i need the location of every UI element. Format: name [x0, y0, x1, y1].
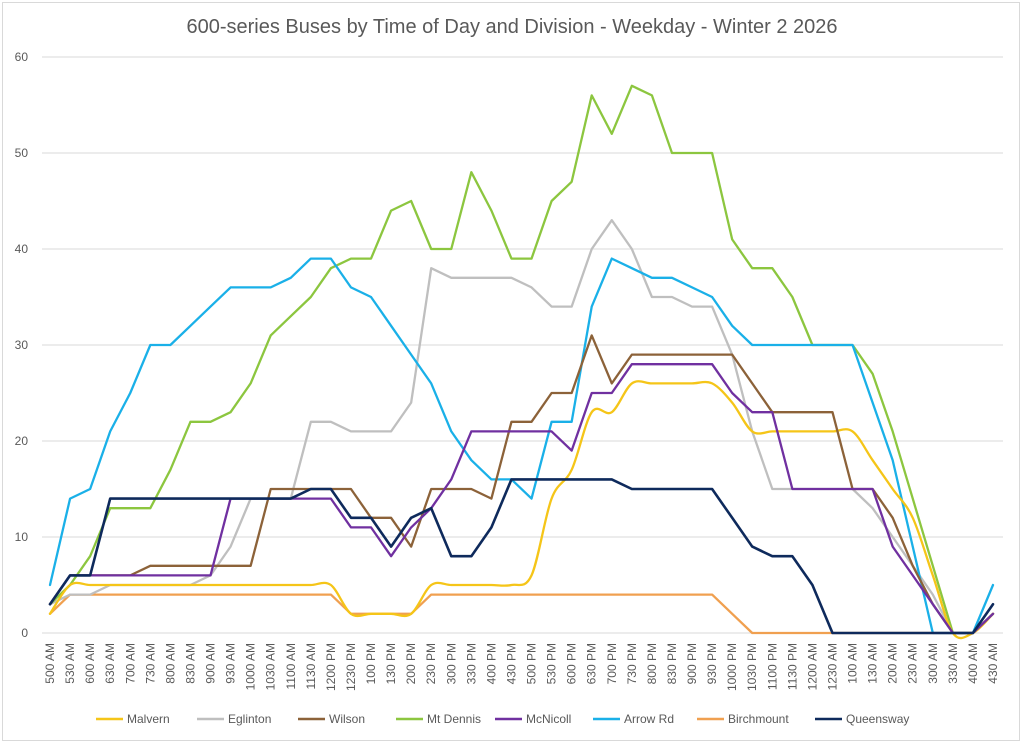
x-tick-label: 1130 PM	[785, 643, 799, 690]
x-tick-label: 430 AM	[986, 643, 1000, 684]
y-tick-label: 30	[15, 338, 29, 352]
y-tick-label: 0	[21, 626, 28, 640]
series-line-malvern	[48, 380, 995, 640]
x-tick-label: 1000 PM	[725, 643, 739, 691]
legend-label: Mt Dennis	[427, 712, 481, 726]
y-tick-label: 10	[15, 530, 29, 544]
x-tick-label: 530 PM	[545, 643, 559, 684]
legend-label: Malvern	[127, 712, 170, 726]
x-tick-label: 100 AM	[846, 643, 860, 684]
x-tick-label: 900 AM	[204, 643, 218, 684]
chart-title: 600-series Buses by Time of Day and Divi…	[186, 16, 838, 38]
legend-label: Queensway	[846, 712, 909, 726]
x-tick-label: 500 PM	[525, 643, 539, 684]
series-lines	[48, 84, 995, 640]
x-tick-label: 700 AM	[123, 643, 137, 684]
x-tick-label: 1100 PM	[765, 643, 779, 690]
x-tick-label: 500 AM	[43, 643, 57, 684]
x-tick-label: 630 PM	[585, 643, 599, 684]
x-tick-label: 800 PM	[645, 643, 659, 684]
x-tick-label: 530 AM	[63, 643, 77, 684]
x-tick-label: 730 PM	[625, 643, 639, 684]
series-line-mt-dennis	[48, 84, 995, 635]
x-tick-label: 630 AM	[103, 643, 117, 684]
series-line-eglinton	[48, 219, 995, 635]
x-tick-label: 730 AM	[143, 643, 157, 684]
x-tick-label: 230 PM	[424, 643, 438, 684]
y-tick-label: 50	[15, 146, 29, 160]
y-tick-label: 20	[15, 434, 29, 448]
legend: Malvern Eglinton Wilson Mt Dennis McNicoll Ar…	[96, 712, 909, 726]
x-tick-label: 130 PM	[384, 643, 398, 684]
x-tick-label: 600 PM	[565, 643, 579, 684]
series-line-queensway	[48, 478, 995, 635]
x-tick-label: 1200 AM	[805, 643, 819, 690]
y-tick-label: 60	[15, 50, 29, 64]
legend-label: Arrow Rd	[624, 712, 674, 726]
x-tick-label: 330 AM	[946, 643, 960, 684]
gridlines	[42, 56, 1003, 634]
x-tick-label: 830 PM	[665, 643, 679, 684]
x-tick-label: 900 PM	[685, 643, 699, 684]
series-line-mcnicoll	[48, 363, 995, 635]
legend-label: Eglinton	[228, 712, 271, 726]
x-tick-label: 200 AM	[886, 643, 900, 684]
x-tick-label: 930 AM	[224, 643, 238, 684]
x-tick-label: 300 AM	[926, 643, 940, 684]
x-tick-label: 600 AM	[83, 643, 97, 684]
x-tick-label: 930 PM	[705, 643, 719, 684]
x-axis-ticks: 500 AM 530 AM 600 AM 630 AM 700 AM 730 AM 800 …	[43, 643, 1000, 691]
x-tick-label: 400 AM	[966, 643, 980, 684]
x-tick-label: 700 PM	[605, 643, 619, 684]
x-tick-label: 130 AM	[866, 643, 880, 684]
x-tick-label: 830 AM	[183, 643, 197, 684]
x-tick-label: 1230 PM	[344, 643, 358, 691]
x-tick-label: 1200 PM	[324, 643, 338, 691]
x-tick-label: 230 AM	[906, 643, 920, 684]
x-tick-label: 400 PM	[484, 643, 498, 684]
x-tick-label: 1130 AM	[304, 643, 318, 689]
x-tick-label: 800 AM	[163, 643, 177, 684]
y-tick-label: 40	[15, 242, 29, 256]
legend-label: Birchmount	[728, 712, 789, 726]
series-line-arrow-rd	[48, 257, 995, 635]
x-tick-label: 200 PM	[404, 643, 418, 684]
legend-label: McNicoll	[526, 712, 571, 726]
legend-label: Wilson	[329, 712, 365, 726]
x-tick-label: 1100 AM	[284, 643, 298, 689]
series-line-wilson	[48, 334, 995, 635]
x-tick-label: 1230 AM	[825, 643, 839, 690]
x-tick-label: 1000 AM	[244, 643, 258, 690]
x-tick-label: 300 PM	[444, 643, 458, 684]
x-tick-label: 1030 PM	[745, 643, 759, 691]
y-axis-ticks: 0 10 20 30 40 50 60	[15, 50, 29, 640]
x-tick-label: 1030 AM	[264, 643, 278, 690]
series-line-birchmount	[48, 593, 995, 635]
x-tick-label: 430 PM	[504, 643, 518, 684]
x-tick-label: 100 PM	[364, 643, 378, 684]
x-tick-label: 330 PM	[464, 643, 478, 684]
